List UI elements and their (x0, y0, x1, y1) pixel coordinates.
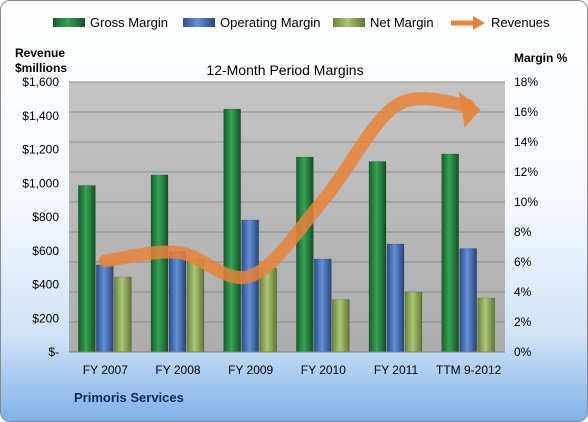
revenue-point (177, 251, 179, 253)
bar-gross-margin (441, 153, 459, 353)
y-left-tick-label: $- (48, 345, 59, 359)
bar-operating-margin (96, 264, 114, 353)
bar-net-margin (186, 258, 205, 353)
x-tick-label: TTM 9-2012 (436, 363, 502, 377)
legend-swatch-operating-margin (183, 18, 215, 27)
revenue-point (322, 199, 324, 201)
legend-label-operating-margin: Operating Margin (220, 15, 320, 30)
legend-swatch-gross-margin (53, 18, 85, 27)
y-left-tick-label: $400 (32, 278, 59, 292)
y-left-tick-label: $1,600 (22, 75, 59, 89)
legend-arrow-revenues (473, 16, 485, 30)
legend: Gross Margin Operating Margin Net Margin… (53, 15, 550, 30)
bar-gross-margin (150, 174, 169, 353)
legend-item-gross-margin: Gross Margin (53, 15, 168, 30)
bar-gross-margin (78, 185, 96, 353)
bar-operating-margin (241, 219, 259, 353)
bar-net-margin (114, 276, 132, 353)
y-left-tick-label: $800 (32, 210, 59, 224)
y-left-tick-label: $1,400 (22, 109, 59, 123)
bar-gross-margin (223, 108, 241, 353)
revenue-point (468, 105, 470, 107)
revenue-point (250, 275, 252, 277)
y-right-tick-label: 16% (514, 105, 538, 119)
x-tick-label: FY 2009 (228, 363, 273, 377)
bar-net-margin (404, 291, 423, 353)
legend-label-net-margin: Net Margin (370, 15, 434, 30)
bar-net-margin (259, 267, 277, 353)
x-tick-labels: FY 2007 FY 2008 FY 2009 FY 2010 FY 2011 TTM 9… (83, 363, 502, 377)
legend-swatch-net-margin (333, 18, 365, 27)
bar-gross-margin (296, 156, 314, 353)
bar-operating-margin (386, 243, 405, 353)
y-left-tick-label: $1,000 (22, 176, 59, 190)
bar-operating-margin (314, 258, 332, 353)
y-left-tick-label: $600 (32, 244, 59, 258)
legend-item-net-margin: Net Margin (333, 15, 434, 30)
x-tick-label: FY 2008 (155, 363, 200, 377)
legend-item-revenues: Revenues (451, 15, 550, 30)
bar-operating-margin (168, 251, 187, 353)
footer-company-name: Primoris Services (74, 390, 184, 405)
legend-label-gross-margin: Gross Margin (90, 15, 168, 30)
revenue-point (104, 260, 106, 262)
y-right-tick-label: 18% (514, 75, 538, 89)
y-right-tick-labels: 0% 2% 4% 6% 8% 10% 12% 14% 16% 18% (514, 75, 538, 359)
y-right-tick-label: 4% (514, 285, 532, 299)
y-right-tick-label: 14% (514, 135, 538, 149)
plot-area (69, 82, 505, 352)
y-right-tick-label: 6% (514, 255, 532, 269)
y-right-tick-label: 12% (514, 165, 538, 179)
legend-item-operating-margin: Operating Margin (183, 15, 320, 30)
bar-gross-margin (368, 161, 387, 353)
bar-net-margin (332, 299, 350, 353)
revenue-point (395, 105, 397, 107)
x-tick-label: FY 2011 (374, 363, 419, 377)
y-right-tick-label: 10% (514, 195, 538, 209)
bar-net-margin (477, 297, 495, 353)
y-right-tick-label: 8% (514, 225, 532, 239)
y-left-title-line1: Revenue (15, 46, 65, 60)
y-right-tick-label: 2% (514, 315, 532, 329)
y-left-tick-label: $1,200 (22, 143, 59, 157)
bars (78, 108, 495, 353)
y-left-title-line2: $millions (15, 61, 67, 75)
chart-title: 12-Month Period Margins (206, 62, 363, 78)
revenue-series (98, 91, 481, 285)
y-right-tick-label: 0% (514, 345, 532, 359)
gridlines (69, 81, 505, 323)
y-right-title: Margin % (514, 51, 568, 65)
x-tick-label: FY 2007 (83, 363, 128, 377)
x-tick-label: FY 2010 (301, 363, 346, 377)
y-left-tick-labels: $- $200 $400 $600 $800 $1,000 $1,200 $1,400 $1,6… (22, 75, 59, 359)
bar-operating-margin (459, 248, 477, 353)
y-left-tick-label: $200 (32, 311, 59, 325)
revenue-arrowhead (458, 91, 481, 128)
legend-label-revenues: Revenues (491, 15, 550, 30)
revenue-line (98, 92, 476, 285)
